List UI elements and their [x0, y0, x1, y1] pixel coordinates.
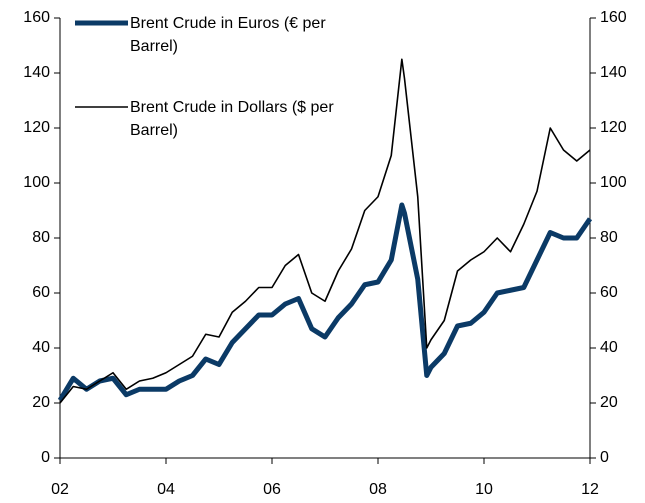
y-tick-label: 100: [23, 174, 50, 191]
y2-tick-label: 60: [600, 284, 618, 301]
y2-tick-label: 120: [600, 119, 627, 136]
y-tick-label: 160: [23, 9, 50, 26]
y2-tick-label: 20: [600, 394, 618, 411]
x-tick-label: 04: [157, 481, 175, 498]
x-tick-label: 06: [263, 481, 281, 498]
y2-tick-label: 80: [600, 229, 618, 246]
y2-tick-label: 100: [600, 174, 627, 191]
series-line: [57, 202, 593, 402]
x-tick-label: 02: [51, 481, 69, 498]
y-tick-label: 40: [32, 339, 50, 356]
y2-tick-label: 140: [600, 64, 627, 81]
y-tick-label: 0: [41, 449, 50, 466]
y-tick-label: 120: [23, 119, 50, 136]
legend-label: Brent Crude in Euros (€ per Barrel): [130, 15, 326, 55]
y-tick-label: 60: [32, 284, 50, 301]
x-tick-label: 12: [581, 481, 599, 498]
series-line: [59, 58, 591, 404]
y2-tick-label: 0: [600, 449, 609, 466]
y-tick-label: 140: [23, 64, 50, 81]
x-tick-label: 10: [475, 481, 493, 498]
y2-tick-label: 40: [600, 339, 618, 356]
y2-tick-label: 160: [600, 9, 627, 26]
y-tick-label: 20: [32, 394, 50, 411]
x-tick-label: 08: [369, 481, 387, 498]
legend-label: Brent Crude in Dollars ($ per Barrel): [130, 99, 334, 139]
y-tick-label: 80: [32, 229, 50, 246]
